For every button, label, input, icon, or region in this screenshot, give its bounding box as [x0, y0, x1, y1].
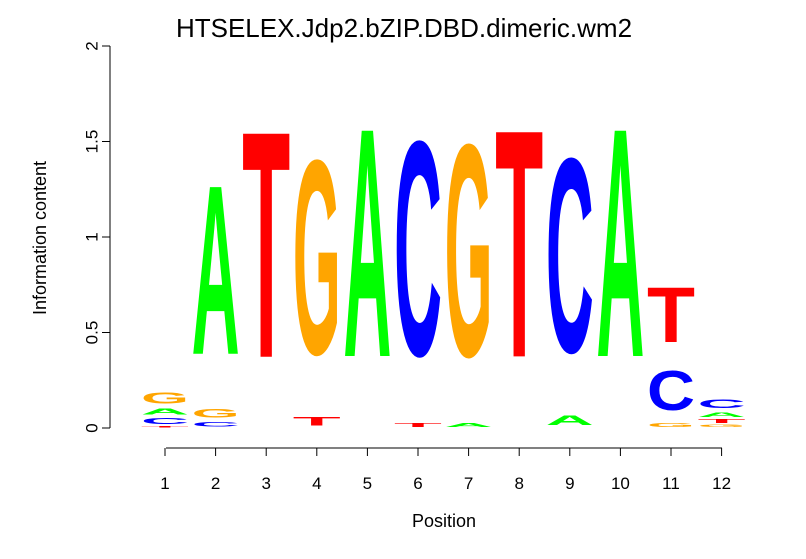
logo-column: CGA — [192, 134, 240, 428]
x-tick-label: 4 — [312, 474, 321, 493]
x-tick-label: 12 — [712, 474, 731, 493]
y-axis-label: Information content — [30, 161, 50, 315]
logo-letter-g: G — [647, 422, 695, 428]
svg-text:A: A — [141, 407, 189, 417]
svg-text:G: G — [445, 82, 493, 420]
svg-text:C: C — [698, 398, 746, 411]
logo-column: AC — [546, 100, 594, 428]
svg-text:T: T — [698, 418, 746, 424]
svg-text:T: T — [495, 64, 543, 427]
x-tick-label: 3 — [261, 474, 270, 493]
logo-letter-c: C — [647, 360, 695, 423]
x-tick-label: 7 — [464, 474, 473, 493]
logo-column: T — [242, 64, 290, 425]
logo-letter-g: G — [445, 82, 493, 420]
y-axis: 0 0.5 1 1.5 2 — [83, 41, 111, 433]
svg-text:A: A — [698, 411, 746, 419]
logo-column: TG — [293, 102, 341, 428]
chart-title: HTSELEX.Jdp2.bZIP.DBD.dimeric.wm2 — [176, 13, 632, 43]
svg-text:T: T — [647, 271, 695, 359]
logo-letter-g: G — [293, 102, 341, 413]
x-tick-label: 5 — [363, 474, 372, 493]
logo-letter-a: A — [343, 61, 391, 427]
logo-column: A — [343, 61, 391, 427]
svg-text:T: T — [293, 415, 341, 428]
y-tick-label: 1 — [83, 232, 102, 241]
x-tick-label: 2 — [211, 474, 220, 493]
svg-text:A: A — [192, 134, 240, 405]
logo-letter-a: A — [141, 407, 189, 417]
x-tick-label: 9 — [565, 474, 574, 493]
svg-text:G: G — [647, 422, 695, 428]
svg-text:C: C — [647, 360, 695, 423]
svg-text:G: G — [192, 407, 240, 420]
svg-text:A: A — [596, 61, 644, 427]
svg-text:A: A — [343, 61, 391, 427]
svg-text:T: T — [394, 422, 442, 428]
x-axis-label: Position — [412, 511, 476, 531]
logo-letter-g: G — [141, 390, 189, 407]
logo-column: TC — [394, 78, 442, 428]
y-tick-label: 0 — [83, 423, 102, 432]
logo-column: T — [495, 64, 543, 427]
x-tick-label: 10 — [611, 474, 630, 493]
y-tick-label: 0.5 — [83, 321, 102, 345]
logo-letter-a: A — [445, 422, 493, 428]
logo-letter-t: T — [495, 64, 543, 427]
svg-text:T: T — [141, 426, 189, 428]
svg-text:C: C — [192, 420, 240, 428]
logo-letter-t: T — [647, 271, 695, 359]
x-tick-label: 8 — [514, 474, 523, 493]
x-tick-label: 6 — [413, 474, 422, 493]
svg-text:C: C — [141, 417, 189, 427]
x-tick-label: 11 — [662, 474, 680, 493]
logo-letter-a: A — [192, 134, 240, 405]
logo-column: AG — [445, 82, 493, 427]
y-tick-label: 1.5 — [83, 130, 102, 154]
logo-letter-c: C — [546, 100, 594, 411]
svg-text:G: G — [698, 424, 746, 428]
logo-letter-c: C — [192, 420, 240, 428]
logo-letter-g: G — [192, 407, 240, 420]
y-tick-label: 2 — [83, 41, 102, 50]
logo-letter-g: G — [698, 424, 746, 428]
logo-column: GCT — [647, 271, 695, 428]
logo-letter-t: T — [242, 64, 290, 425]
logo-letter-a: A — [596, 61, 644, 427]
logo-letter-c: C — [141, 417, 189, 427]
svg-text:C: C — [394, 78, 442, 421]
logo-letter-a: A — [698, 411, 746, 419]
logo-letter-t: T — [293, 415, 341, 428]
logo-letter-t: T — [141, 426, 189, 428]
svg-text:A: A — [445, 422, 493, 428]
svg-text:T: T — [242, 64, 290, 425]
svg-text:A: A — [546, 413, 594, 428]
x-axis: 1 2 3 4 5 6 7 8 9 10 11 12 — [160, 447, 731, 493]
svg-text:G: G — [141, 390, 189, 407]
logo-letter-c: C — [698, 398, 746, 411]
logo-letter-t: T — [698, 418, 746, 424]
x-tick-label: 1 — [160, 474, 169, 493]
svg-text:C: C — [546, 100, 594, 411]
logo-column: A — [596, 61, 644, 427]
svg-text:G: G — [293, 102, 341, 413]
logo-letter-t: T — [394, 422, 442, 428]
y-ticks: 0 0.5 1 1.5 2 — [83, 41, 110, 433]
logo-letter-a: A — [546, 413, 594, 428]
x-ticks: 1 2 3 4 5 6 7 8 9 10 11 12 — [160, 448, 731, 493]
logo-letter-c: C — [394, 78, 442, 421]
